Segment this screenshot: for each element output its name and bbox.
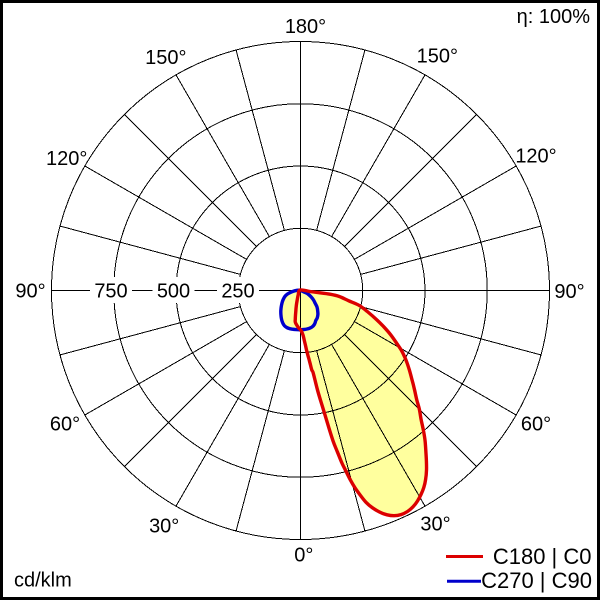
svg-text:30°: 30° [420, 513, 450, 535]
svg-text:750: 750 [94, 280, 127, 302]
svg-text:cd/klm: cd/klm [14, 570, 72, 592]
svg-text:250: 250 [221, 280, 254, 302]
svg-text:0°: 0° [294, 544, 313, 566]
svg-text:150°: 150° [145, 47, 186, 69]
svg-text:180°: 180° [285, 16, 326, 38]
svg-text:C270 | C90: C270 | C90 [481, 568, 592, 593]
svg-text:120°: 120° [515, 145, 556, 167]
svg-text:500: 500 [157, 280, 190, 302]
svg-text:30°: 30° [149, 515, 179, 537]
svg-text:60°: 60° [521, 413, 551, 435]
svg-text:C180 | C0: C180 | C0 [493, 544, 592, 569]
svg-text:60°: 60° [50, 413, 80, 435]
svg-text:η: 100%: η: 100% [517, 6, 591, 28]
svg-text:90°: 90° [15, 280, 45, 302]
svg-text:90°: 90° [554, 281, 584, 303]
svg-text:150°: 150° [417, 45, 458, 67]
svg-text:120°: 120° [46, 148, 87, 170]
